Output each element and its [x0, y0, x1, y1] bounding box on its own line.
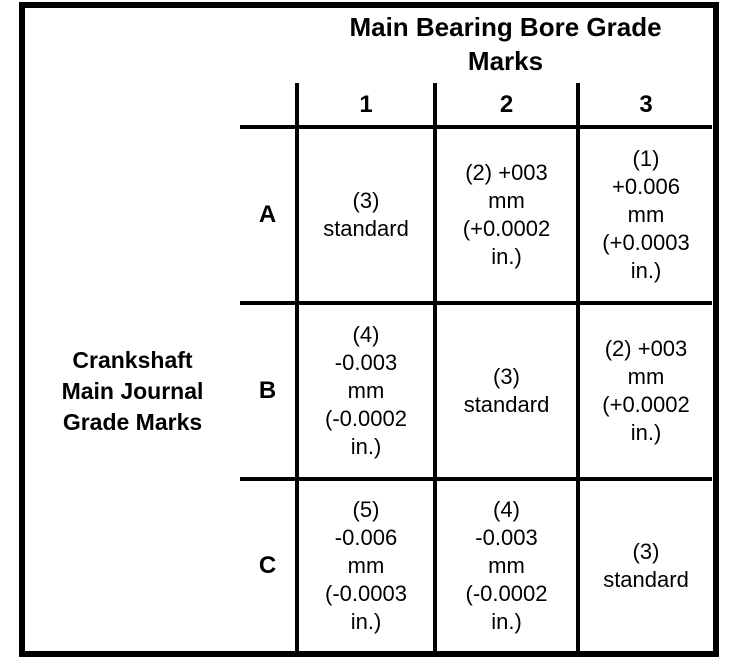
table-cell-b2: (3) standard — [463, 364, 550, 417]
table-cell-c3: (3) standard — [603, 539, 689, 592]
column-group-header: Main Bearing Bore Grade Marks — [349, 12, 662, 76]
table-cell-b3: (2) +003 mm (+0.0002 in.) — [602, 336, 690, 445]
row-label-a: A — [258, 201, 277, 228]
row-label-b: B — [258, 377, 277, 404]
grid-vline-3 — [576, 83, 580, 651]
table-cell-b1: (4) -0.003 mm (-0.0002 in.) — [325, 322, 407, 459]
table-cell-a1: (3) standard — [323, 188, 409, 241]
row-label-c: C — [258, 552, 277, 579]
table-cell-a2: (2) +003 mm (+0.0002 in.) — [462, 160, 551, 269]
table-cell-a3: (1) +0.006 mm (+0.0003 in.) — [602, 146, 690, 283]
grid-vline-1 — [295, 83, 299, 651]
row-group-header: Crankshaft Main Journal Grade Marks — [61, 346, 204, 435]
grid-vline-2 — [433, 83, 437, 651]
table-cell-c1: (5) -0.006 mm (-0.0003 in.) — [325, 497, 407, 634]
grid-hline-header — [240, 125, 712, 129]
column-label-3: 3 — [639, 90, 653, 118]
grid-hline-row-b-c — [240, 477, 712, 481]
grid-hline-row-a-b — [240, 301, 712, 305]
column-label-1: 1 — [359, 90, 373, 118]
table-cell-c2: (4) -0.003 mm (-0.0002 in.) — [465, 497, 548, 634]
column-label-2: 2 — [499, 90, 514, 118]
table-outer-border — [19, 2, 719, 657]
